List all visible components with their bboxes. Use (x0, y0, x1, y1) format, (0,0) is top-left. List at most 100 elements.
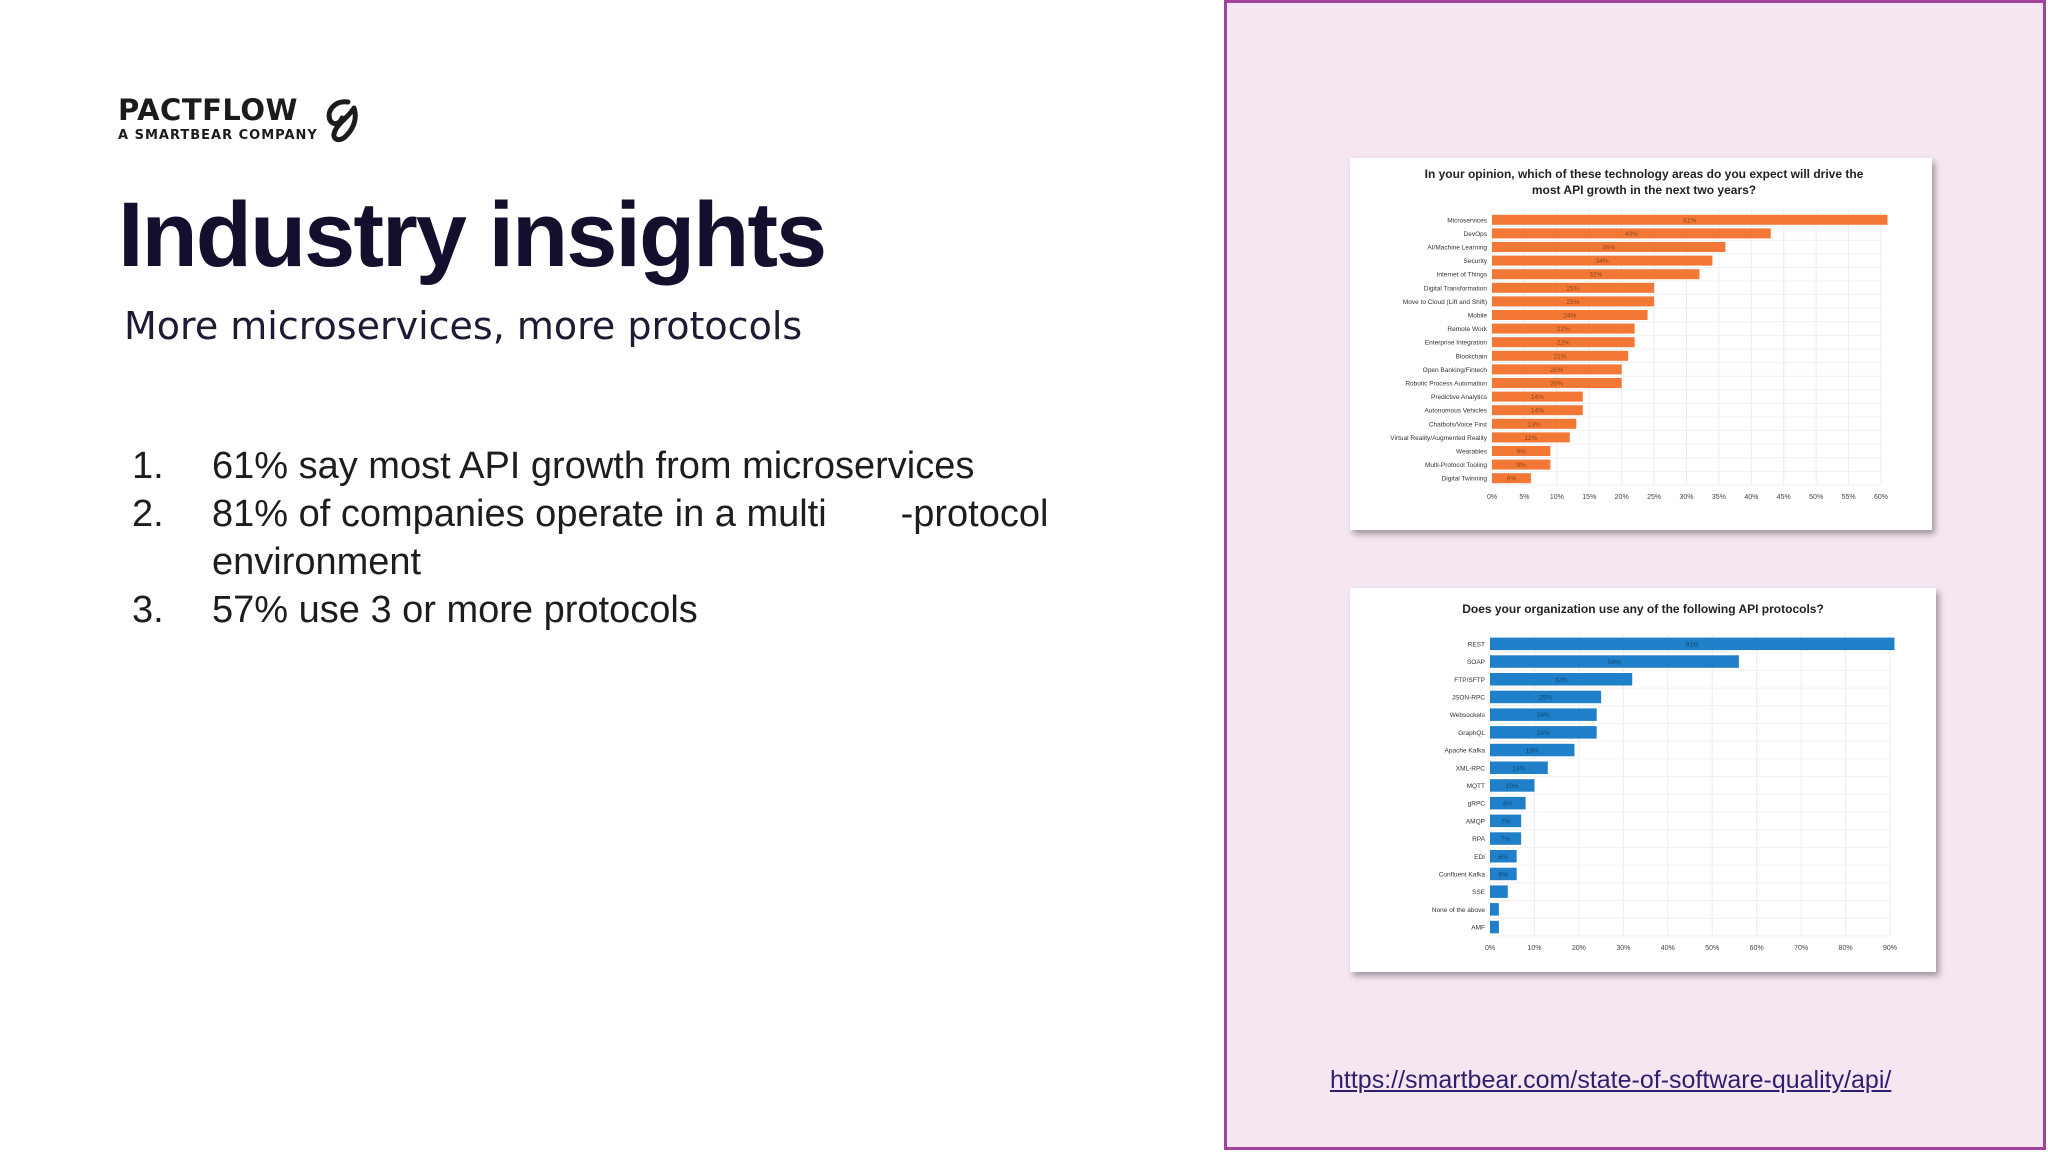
slide-title: Industry insights (118, 184, 827, 286)
bar (1492, 228, 1771, 239)
insights-list: 1. 61% say most API growth from microser… (132, 442, 1212, 634)
chart-title: Does your organization use any of the fo… (1462, 602, 1824, 616)
bar (1492, 337, 1635, 348)
category-label: GraphQL (1458, 730, 1485, 737)
data-label: 22% (1557, 340, 1570, 347)
x-tick-label: 80% (1839, 945, 1853, 952)
insight-text: 81% of companies operate in a multi -pro… (212, 493, 1059, 583)
x-tick-label: 45% (1777, 494, 1791, 501)
bar (1490, 726, 1597, 739)
category-label: Open Banking/Fintech (1423, 367, 1488, 374)
x-tick-label: 0% (1485, 945, 1495, 952)
bar (1492, 418, 1577, 429)
x-tick-label: 10% (1527, 945, 1541, 952)
data-label: 34% (1596, 258, 1609, 265)
data-label: 24% (1537, 712, 1550, 719)
category-label: None of the above (1432, 907, 1486, 914)
x-tick-label: 0% (1487, 494, 1497, 501)
data-label: 7% (1501, 818, 1511, 825)
x-tick-label: 5% (1519, 494, 1529, 501)
api-protocols-chart: Does your organization use any of the fo… (1432, 602, 1897, 952)
category-label: Move to Cloud (Lift and Shift) (1403, 299, 1487, 306)
x-tick-label: 90% (1883, 945, 1897, 952)
data-label: 8% (1503, 801, 1513, 808)
data-label: 9% (1516, 462, 1526, 469)
brand: PACTFLOW A SMARTBEAR COMPANY (118, 94, 318, 143)
pactflow-logo-icon (326, 99, 358, 143)
data-label: 19% (1526, 748, 1539, 755)
data-label: 6% (1499, 871, 1509, 878)
x-tick-label: 40% (1744, 494, 1758, 501)
x-tick-label: 25% (1647, 494, 1661, 501)
category-label: MQTT (1467, 783, 1485, 790)
category-label: SOAP (1467, 659, 1485, 666)
data-label: 6% (1507, 476, 1517, 483)
bar (1490, 673, 1633, 686)
insight-text: 61% say most API growth from microservic… (212, 445, 975, 487)
insight-number: 2. (132, 493, 164, 535)
category-label: Websockets (1450, 712, 1486, 719)
category-label: Apache Kafka (1445, 748, 1486, 755)
category-label: Security (1464, 258, 1488, 265)
bar (1492, 446, 1551, 456)
x-tick-label: 30% (1616, 945, 1630, 952)
bar (1490, 761, 1548, 774)
category-label: Confluent Kafka (1439, 871, 1486, 878)
x-tick-label: 55% (1842, 494, 1856, 501)
bar (1492, 296, 1655, 307)
category-label: Chatbots/Voice First (1429, 421, 1487, 428)
api-protocols-chart-card: Does your organization use any of the fo… (1350, 588, 1936, 972)
category-label: Mobile (1468, 313, 1488, 320)
data-label: 24% (1537, 730, 1550, 737)
bar (1492, 269, 1700, 280)
data-label: 22% (1557, 326, 1570, 333)
bar (1492, 459, 1551, 470)
tech-areas-chart-card: In your opinion, which of these technolo… (1350, 158, 1932, 530)
bar (1492, 473, 1531, 484)
insight-number: 3. (132, 589, 164, 631)
bar (1490, 637, 1895, 651)
category-label: FTP/SFTP (1454, 677, 1485, 684)
data-label: 32% (1589, 272, 1602, 279)
x-tick-label: 50% (1809, 494, 1823, 501)
data-label: 43% (1625, 231, 1638, 238)
brand-name: PACTFLOW (118, 93, 298, 127)
category-label: Blockchain (1456, 353, 1488, 360)
bar (1490, 796, 1526, 810)
data-label: 21% (1554, 353, 1567, 360)
data-label: 9% (1516, 449, 1526, 456)
chart-title: most API growth in the next two years? (1532, 183, 1756, 197)
data-label: 10% (1506, 783, 1519, 790)
bar (1490, 690, 1602, 704)
data-label: 13% (1512, 765, 1525, 772)
bar (1492, 378, 1622, 388)
data-label: 32% (1555, 677, 1568, 684)
bar (1492, 255, 1713, 266)
category-label: AMF (1471, 925, 1485, 932)
data-label: 6% (1499, 854, 1509, 861)
data-label: 14% (1531, 394, 1544, 401)
category-label: Enterprise Integration (1425, 340, 1488, 347)
x-tick-label: 20% (1615, 494, 1629, 501)
data-label: 61% (1683, 217, 1696, 224)
x-tick-label: 40% (1661, 945, 1675, 952)
data-label: 24% (1563, 313, 1576, 320)
bar (1490, 814, 1522, 828)
data-label: 36% (1602, 245, 1615, 252)
data-label: 25% (1567, 299, 1580, 306)
bar (1490, 903, 1499, 916)
x-tick-label: 60% (1874, 494, 1888, 501)
source-link[interactable]: https://smartbear.com/state-of-software-… (1330, 1066, 1892, 1094)
bar (1490, 655, 1739, 668)
insight-item: 2. 81% of companies operate in a multi -… (132, 490, 1212, 586)
x-tick-label: 15% (1582, 494, 1596, 501)
content-panel: PACTFLOW A SMARTBEAR COMPANY Industry in… (118, 94, 1212, 634)
insight-text: 57% use 3 or more protocols (212, 589, 698, 631)
bar (1490, 867, 1517, 881)
x-tick-label: 20% (1572, 945, 1586, 952)
category-label: Remote Work (1447, 326, 1487, 333)
data-label: 25% (1567, 285, 1580, 292)
category-label: Autonomous Vehicles (1424, 408, 1487, 415)
insight-number: 1. (132, 445, 164, 487)
category-label: Microservices (1447, 217, 1487, 224)
